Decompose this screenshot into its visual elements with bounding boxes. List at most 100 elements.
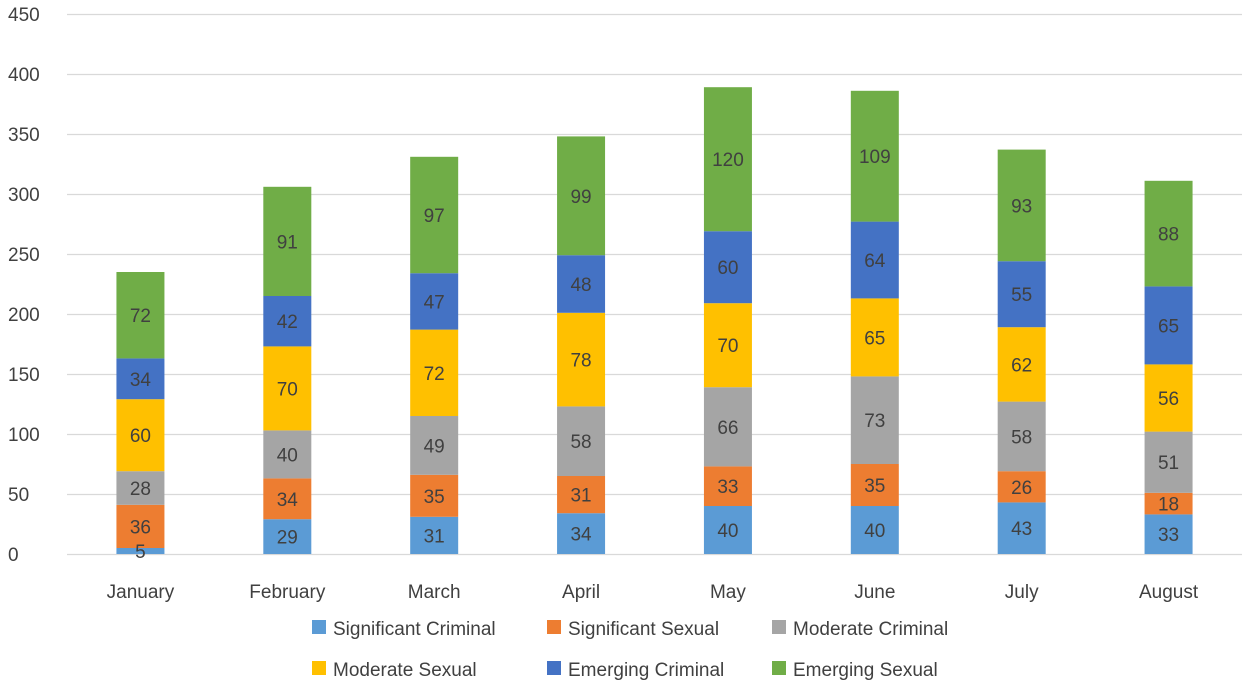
bar-segment <box>1144 364 1193 432</box>
bar-segment <box>997 471 1046 503</box>
legend-swatch <box>772 620 786 634</box>
data-label: 43 <box>1011 519 1032 540</box>
data-label: 28 <box>130 479 151 500</box>
data-label: 29 <box>277 528 298 549</box>
bar-segment <box>997 261 1046 328</box>
data-label: 33 <box>717 477 738 498</box>
legend-swatch <box>312 661 326 675</box>
legend-label: Significant Sexual <box>568 619 719 640</box>
legend-label: Emerging Sexual <box>793 660 938 681</box>
bar-segment <box>410 273 459 330</box>
bar-segment <box>703 506 752 554</box>
bar-segment <box>410 416 459 475</box>
data-label: 99 <box>570 187 591 208</box>
data-label: 62 <box>1011 355 1032 376</box>
y-tick-label: 400 <box>8 65 40 86</box>
y-tick-label: 250 <box>8 245 40 266</box>
bar-segment <box>116 504 165 548</box>
y-tick-label: 50 <box>8 485 29 506</box>
bar-segment <box>703 303 752 388</box>
data-label: 48 <box>570 275 591 296</box>
data-label: 34 <box>130 370 152 391</box>
data-label: 97 <box>424 206 445 227</box>
data-label: 72 <box>424 364 445 385</box>
bar-segment <box>116 399 165 472</box>
y-axis-ticks: 0 50 100 150 200 250 300 350 400 450 <box>8 5 40 566</box>
bar-segment <box>1144 431 1193 493</box>
data-label: 60 <box>130 426 151 447</box>
y-tick-label: 450 <box>8 5 40 26</box>
data-label: 58 <box>1011 427 1032 448</box>
bar-segment <box>557 513 606 554</box>
bar-segment <box>703 87 752 232</box>
legend-label: Emerging Criminal <box>568 660 724 681</box>
data-label: 33 <box>1158 525 1179 546</box>
legend-swatch <box>312 620 326 634</box>
data-label: 35 <box>864 476 885 497</box>
data-label: 47 <box>424 292 445 313</box>
data-label: 55 <box>1011 285 1032 306</box>
bar-segment <box>116 548 165 554</box>
data-label: 88 <box>1158 225 1179 246</box>
data-label: 5 <box>135 542 146 563</box>
bar-segment <box>263 478 312 520</box>
bar-segment <box>116 358 165 400</box>
bar-segment <box>410 156 459 274</box>
legend-label: Moderate Sexual <box>333 660 477 681</box>
legend-swatch <box>547 620 561 634</box>
bar-segment <box>557 136 606 256</box>
bar-segment <box>263 346 312 431</box>
data-label: 40 <box>864 521 885 542</box>
legend: Significant Criminal Significant Sexual Mo… <box>312 619 948 681</box>
y-tick-label: 350 <box>8 125 40 146</box>
x-tick-label: January <box>107 582 175 603</box>
bar-segment <box>997 502 1046 554</box>
bar-segment <box>703 231 752 304</box>
x-tick-label: March <box>408 582 461 603</box>
bar-segment <box>557 476 606 514</box>
data-label: 40 <box>277 445 298 466</box>
x-tick-label: June <box>854 582 895 603</box>
legend-label: Moderate Criminal <box>793 619 948 640</box>
bar-segment <box>997 401 1046 472</box>
data-label: 70 <box>277 379 298 400</box>
data-label: 51 <box>1158 453 1179 474</box>
bar-segment <box>703 387 752 467</box>
y-tick-label: 150 <box>8 365 40 386</box>
bar-segment <box>850 506 899 554</box>
bar-segment <box>116 471 165 505</box>
bar-segment <box>557 406 606 476</box>
data-label: 65 <box>864 328 885 349</box>
data-labels: 5 36 28 60 34 72 29 34 40 70 42 91 31 35 49 72 47 97 34 31 5… <box>130 147 1179 563</box>
bar-segment <box>410 474 459 517</box>
data-label: 65 <box>1158 316 1179 337</box>
data-label: 64 <box>864 251 886 272</box>
data-label: 56 <box>1158 389 1179 410</box>
data-label: 35 <box>424 487 445 508</box>
legend-swatch <box>772 661 786 675</box>
legend-label: Significant Criminal <box>333 619 496 640</box>
y-tick-label: 300 <box>8 185 40 206</box>
gridlines <box>67 13 1242 556</box>
bar-segment <box>850 221 899 299</box>
bar-segment <box>263 186 312 296</box>
bar-segment <box>263 519 312 554</box>
bar-segment <box>557 312 606 407</box>
y-tick-label: 100 <box>8 425 40 446</box>
bar-segment <box>410 329 459 416</box>
legend-swatch <box>547 661 561 675</box>
bar-segment <box>263 296 312 347</box>
bar-segment <box>850 464 899 506</box>
data-label: 66 <box>717 418 738 439</box>
bar-segment <box>997 149 1046 262</box>
data-label: 93 <box>1011 196 1032 217</box>
data-label: 49 <box>424 436 445 457</box>
bar-segment <box>850 90 899 222</box>
data-label: 31 <box>570 486 591 507</box>
bar-segment <box>997 327 1046 402</box>
data-label: 72 <box>130 306 151 327</box>
bar-segment <box>1144 286 1193 365</box>
bar-segment <box>410 516 459 554</box>
data-label: 109 <box>859 147 891 168</box>
